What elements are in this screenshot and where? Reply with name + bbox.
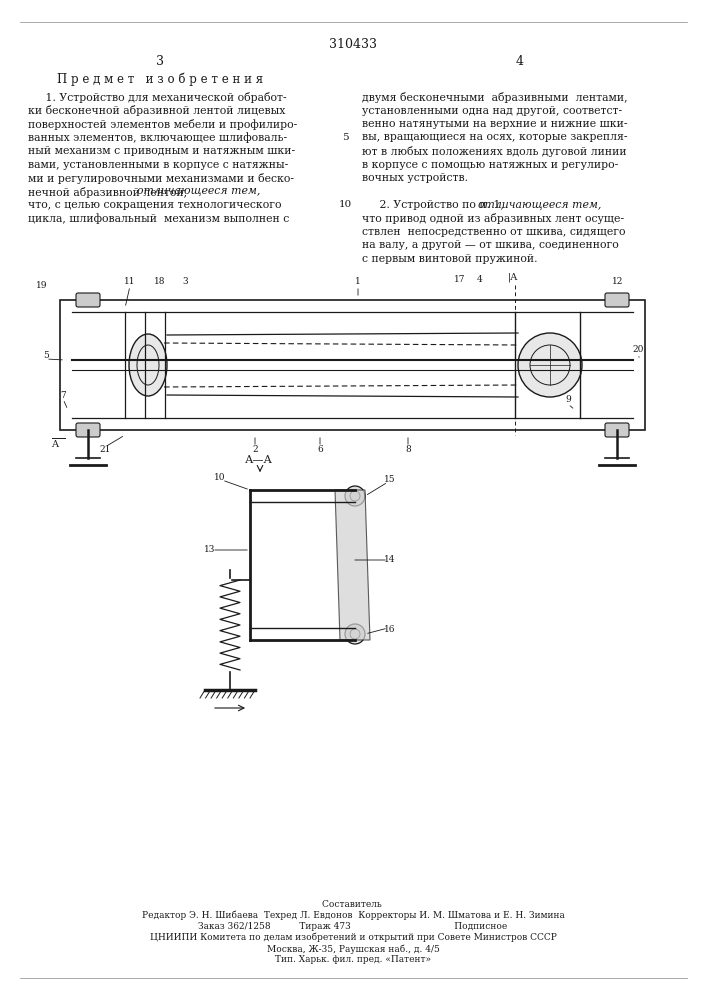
Text: Редактор Э. Н. Шибаева  Техред Л. Евдонов  Корректоры И. М. Шматова и Е. Н. Зими: Редактор Э. Н. Шибаева Техред Л. Евдонов… [141, 911, 564, 920]
Text: 13: 13 [204, 546, 216, 554]
Text: ЦНИИПИ Комитета по делам изобретений и открытий при Совете Министров СССР: ЦНИИПИ Комитета по делам изобретений и о… [150, 933, 556, 942]
Text: 15: 15 [384, 476, 396, 485]
Text: ный механизм с приводным и натяжным шки-: ный механизм с приводным и натяжным шки- [28, 146, 295, 156]
Text: на валу, а другой — от шкива, соединенного: на валу, а другой — от шкива, соединенно… [362, 240, 619, 250]
Text: что привод одной из абразивных лент осуще-: что привод одной из абразивных лент осущ… [362, 214, 624, 225]
Text: ют в любых положениях вдоль дуговой линии: ют в любых положениях вдоль дуговой лини… [362, 146, 626, 157]
Text: П р е д м е т   и з о б р е т е н и я: П р е д м е т и з о б р е т е н и я [57, 72, 263, 86]
Text: 310433: 310433 [329, 38, 377, 51]
Text: 14: 14 [384, 556, 396, 564]
Text: ванных элементов, включающее шлифоваль-: ванных элементов, включающее шлифоваль- [28, 132, 287, 143]
Bar [60, 300, 645, 430]
Text: 3: 3 [156, 55, 164, 68]
FancyBboxPatch shape [76, 293, 100, 307]
FancyBboxPatch shape [76, 423, 100, 437]
Text: 18: 18 [154, 277, 165, 286]
Text: Заказ 362/1258          Тираж 473                                    Подписное: Заказ 362/1258 Тираж 473 Подписное [199, 922, 508, 931]
Ellipse shape [129, 334, 167, 396]
Text: 19: 19 [36, 280, 48, 290]
Text: отличающееся тем,: отличающееся тем, [478, 200, 602, 210]
Text: 9: 9 [565, 395, 571, 404]
Text: Составитель: Составитель [322, 900, 385, 909]
Text: 6: 6 [317, 446, 323, 454]
Text: Москва, Ж-35, Раушская наб., д. 4/5: Москва, Ж-35, Раушская наб., д. 4/5 [267, 944, 440, 954]
Text: ки бесконечной абразивной лентой лицевых: ки бесконечной абразивной лентой лицевых [28, 105, 286, 116]
Text: 11: 11 [124, 277, 136, 286]
Text: с первым винтовой пружиной.: с первым винтовой пружиной. [362, 254, 537, 264]
Text: цикла, шлифовальный  механизм выполнен с: цикла, шлифовальный механизм выполнен с [28, 214, 289, 224]
Text: 16: 16 [384, 626, 396, 635]
Circle shape [518, 333, 582, 397]
FancyBboxPatch shape [605, 423, 629, 437]
FancyBboxPatch shape [605, 293, 629, 307]
Text: 8: 8 [405, 446, 411, 454]
Text: 2: 2 [252, 446, 258, 454]
Text: 10: 10 [214, 474, 226, 483]
Text: 2. Устройство по п. 1,: 2. Устройство по п. 1, [362, 200, 508, 210]
Text: что, с целью сокращения технологического: что, с целью сокращения технологического [28, 200, 281, 210]
Text: 5: 5 [341, 132, 349, 141]
Text: вы, вращающиеся на осях, которые закрепля-: вы, вращающиеся на осях, которые закрепл… [362, 132, 628, 142]
Text: ствлен  непосредственно от шкива, сидящего: ствлен непосредственно от шкива, сидящег… [362, 227, 626, 237]
Text: установленными одна над другой, соответст-: установленными одна над другой, соответс… [362, 105, 622, 115]
Text: 12: 12 [612, 277, 624, 286]
Text: |A: |A [508, 272, 518, 282]
Polygon shape [335, 490, 370, 640]
Text: нечной абразивной лентой,: нечной абразивной лентой, [28, 186, 191, 198]
Text: 5: 5 [43, 351, 49, 360]
Text: 17: 17 [455, 275, 466, 284]
Text: 1. Устройство для механической обработ-: 1. Устройство для механической обработ- [28, 92, 286, 103]
Text: 20: 20 [632, 346, 643, 355]
Text: отличающееся тем,: отличающееся тем, [136, 186, 260, 196]
Text: 4: 4 [477, 275, 483, 284]
Text: ми и регулировочными механизмами и беско-: ми и регулировочными механизмами и беско… [28, 173, 294, 184]
Text: 4: 4 [516, 55, 524, 68]
Text: А—А: А—А [245, 455, 273, 465]
Circle shape [345, 486, 365, 506]
Text: венно натянутыми на верхние и нижние шки-: венно натянутыми на верхние и нижние шки… [362, 119, 628, 129]
Text: вами, установленными в корпусе с натяжны-: вами, установленными в корпусе с натяжны… [28, 159, 288, 169]
Text: 3: 3 [182, 277, 188, 286]
Text: поверхностей элементов мебели и профилиро-: поверхностей элементов мебели и профилир… [28, 119, 297, 130]
Text: 1: 1 [355, 277, 361, 286]
Text: 21: 21 [99, 446, 111, 454]
Text: вочных устройств.: вочных устройств. [362, 173, 468, 183]
Text: 10: 10 [339, 200, 351, 209]
Text: 7: 7 [60, 390, 66, 399]
Text: в корпусе с помощью натяжных и регулиро-: в корпусе с помощью натяжных и регулиро- [362, 159, 618, 169]
Circle shape [345, 624, 365, 644]
Text: A: A [51, 440, 58, 449]
Text: Тип. Харьк. фил. пред. «Патент»: Тип. Харьк. фил. пред. «Патент» [275, 955, 431, 964]
Text: двумя бесконечными  абразивными  лентами,: двумя бесконечными абразивными лентами, [362, 92, 628, 103]
